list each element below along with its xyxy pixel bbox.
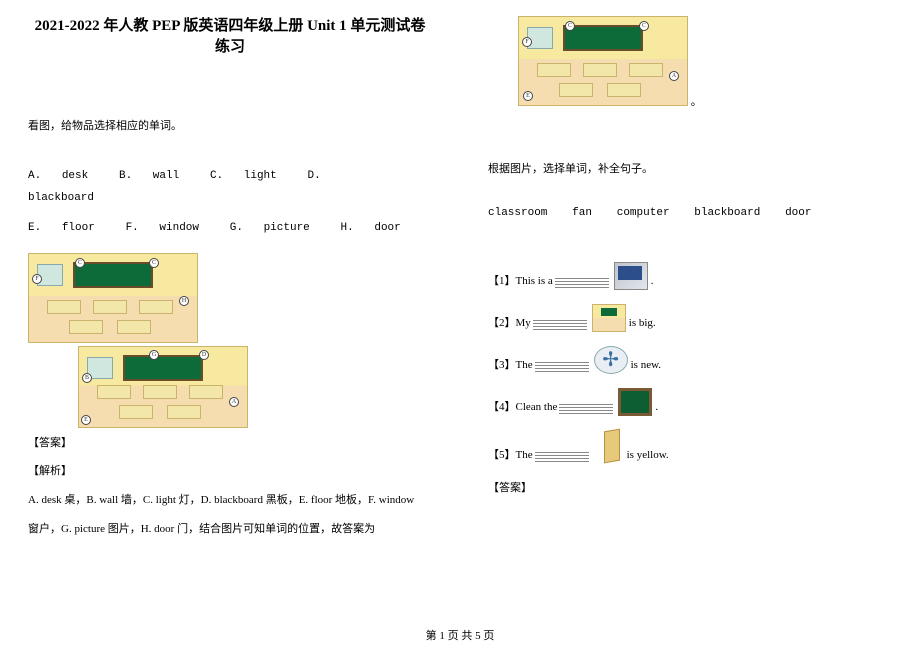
analysis-label: 【解析】 [28, 461, 432, 482]
s2-a: 【2】My [488, 316, 531, 331]
opt-word: picture [264, 222, 310, 234]
sentence-4: 【4】Clean the . [488, 388, 892, 416]
page-footer: 第 1 页 共 5 页 [0, 627, 920, 643]
door-icon [594, 430, 624, 464]
answer-label: 【答案】 [28, 433, 432, 454]
s5-a: 【5】The [488, 448, 533, 463]
sentence-5: 【5】The is yellow. [488, 430, 892, 464]
classroom-image-1: C C F H [28, 253, 198, 343]
bank-word: computer [617, 207, 670, 219]
opt-key: C. [210, 170, 223, 182]
options-row-2: E. floor F. window G. picture H. door [28, 217, 432, 239]
options-row-1: A. desk B. wall C. light D. blackboard [28, 165, 432, 209]
opt-word: light [244, 170, 277, 182]
s4-b: . [655, 400, 658, 415]
opt-key: F. [126, 222, 139, 234]
blank-line [535, 452, 589, 464]
opt-key: H. [341, 222, 354, 234]
s1-a: 【1】This is a [488, 274, 553, 289]
s2-b: is big. [629, 316, 656, 331]
bank-word: blackboard [694, 207, 760, 219]
s4-a: 【4】Clean the [488, 400, 557, 415]
fan-icon [594, 346, 628, 374]
right-column: C C F A E 。 根据图片，选择单词，补全句子。 classroom fa… [460, 0, 920, 620]
blank-line [535, 362, 589, 374]
sentence-3: 【3】The is new. [488, 346, 892, 374]
instruction-1: 看图，给物品选择相应的单词。 [28, 116, 432, 137]
analysis-text-2: 窗户，G. picture 图片，H. door 门，结合图片可知单词的位置，故… [28, 519, 432, 540]
opt-key: B. [119, 170, 132, 182]
opt-word: door [374, 222, 400, 234]
word-bank: classroom fan computer blackboard door [488, 202, 892, 224]
classroom-image-2: G D B A E [78, 346, 248, 428]
opt-key: E. [28, 222, 41, 234]
sentence-1: 【1】This is a . [488, 262, 892, 290]
opt-word: desk [62, 170, 88, 182]
blank-line [559, 404, 613, 416]
analysis-text-1: A. desk 桌，B. wall 墙，C. light 灯，D. blackb… [28, 490, 432, 511]
opt-key: G. [230, 222, 243, 234]
sentence-2: 【2】My is big. [488, 304, 892, 332]
s1-b: . [651, 274, 654, 289]
bank-word: classroom [488, 207, 547, 219]
opt-key: D. [308, 170, 321, 182]
page-title: 2021-2022 年人教 PEP 版英语四年级上册 Unit 1 单元测试卷练… [28, 16, 432, 58]
blank-line [533, 320, 587, 332]
s5-b: is yellow. [627, 448, 669, 463]
blank-line [555, 278, 609, 290]
computer-icon [614, 262, 648, 290]
opt-word: window [159, 222, 199, 234]
left-column: 2021-2022 年人教 PEP 版英语四年级上册 Unit 1 单元测试卷练… [0, 0, 460, 620]
blackboard-icon [618, 388, 652, 416]
bank-word: door [785, 207, 811, 219]
s3-a: 【3】The [488, 358, 533, 373]
opt-word: wall [153, 170, 179, 182]
answer-label-right: 【答案】 [488, 478, 892, 499]
opt-word: blackboard [28, 192, 94, 204]
instruction-2: 根据图片，选择单词，补全句子。 [488, 159, 892, 180]
opt-key: A. [28, 170, 41, 182]
bank-word: fan [572, 207, 592, 219]
classroom-icon [592, 304, 626, 332]
s3-b: is new. [631, 358, 661, 373]
classroom-image-3: C C F A E [518, 16, 688, 106]
opt-word: floor [62, 222, 95, 234]
